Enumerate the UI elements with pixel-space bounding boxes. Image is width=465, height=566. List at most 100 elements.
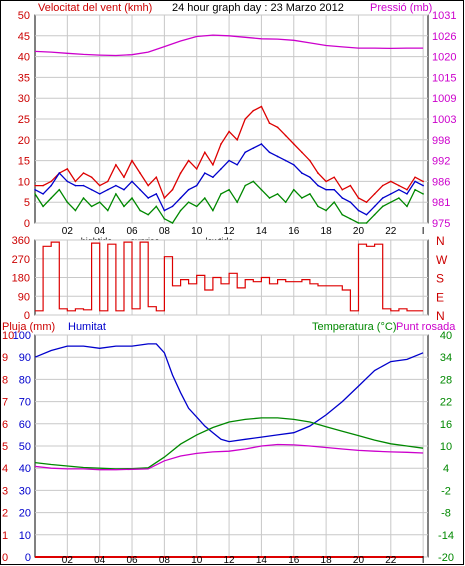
temperature-tick-label: 10: [440, 441, 452, 453]
direction-series: [35, 241, 424, 312]
data-point: [34, 184, 36, 187]
data-point: [381, 184, 384, 187]
data-point: [163, 209, 166, 212]
rain-axis-label: Pluja (mm): [2, 321, 55, 333]
compass-letter: N: [436, 234, 445, 248]
direction-tick-label: 90: [18, 291, 30, 303]
humidity-tick-label: 70: [19, 397, 31, 409]
data-point: [260, 105, 263, 108]
data-point: [260, 143, 263, 145]
data-point: [171, 205, 174, 208]
data-point: [284, 201, 287, 203]
data-point: [333, 188, 335, 191]
data-point: [373, 205, 376, 208]
wind-axis-label: Velocitat del vent (kmh): [38, 2, 152, 14]
rain-tick-label: 0: [2, 552, 8, 564]
data-point: [82, 197, 85, 199]
direction-tick-label: 180: [12, 273, 30, 285]
pressure-tick-label: 992: [432, 156, 450, 168]
data-point: [406, 188, 408, 191]
data-point: [309, 176, 311, 179]
wind-speed-tick-label: 5: [24, 197, 30, 209]
temperature-tick-label: 34: [440, 352, 452, 364]
hour-tick-label: 18: [321, 226, 333, 237]
hour-tick-label: 22: [385, 555, 397, 566]
data-point: [252, 109, 255, 112]
data-point: [252, 147, 255, 149]
wind-speed-tick-label: 50: [18, 10, 30, 22]
hour-tick-label: 14: [256, 226, 268, 237]
humidity-axis-label: Humitat: [68, 321, 106, 333]
data-point: [349, 184, 352, 187]
data-point: [74, 180, 77, 183]
data-point: [349, 218, 352, 220]
data-point: [131, 197, 133, 199]
data-point: [204, 197, 206, 199]
hour-tick-labels: 02 04 06 08 10 12 14 16 18 20 22 I: [62, 226, 425, 237]
wind-speed-tick-label: 35: [18, 72, 30, 84]
wind-pressure-gridlines: [35, 14, 428, 224]
data-point: [398, 188, 400, 191]
data-point: [228, 130, 230, 133]
data-point: [171, 222, 174, 224]
data-point: [341, 213, 344, 216]
data-point: [139, 209, 141, 212]
data-point: [365, 222, 368, 224]
data-point: [212, 163, 214, 166]
data-point: [139, 188, 141, 191]
data-point: [58, 172, 61, 174]
rain-tick-label: 10: [2, 330, 14, 342]
data-point: [398, 197, 400, 199]
data-point: [390, 201, 392, 203]
data-point: [325, 188, 327, 191]
hour-tick-label: 12: [224, 555, 236, 566]
pressure-tick-label: 1031: [432, 10, 456, 22]
data-point: [276, 193, 279, 195]
data-point: [155, 205, 158, 208]
humidity-tick-label: 10: [19, 530, 31, 542]
temperature-tick-label: -2: [441, 485, 451, 497]
humidity-tick-label: 60: [19, 419, 31, 431]
compass-letter: E: [436, 290, 444, 304]
data-point: [220, 143, 222, 145]
data-point: [212, 176, 214, 179]
data-point: [333, 176, 335, 179]
wind-speed-tick-label: 15: [18, 156, 30, 168]
data-point: [406, 205, 408, 208]
data-point: [204, 151, 206, 154]
hour-tick-label: 08: [159, 226, 171, 237]
chart-title: 24 hour graph day : 23 Marzo 2012: [172, 2, 344, 14]
hour-tick-label: 02: [62, 555, 74, 566]
temperature-tick-label: 28: [440, 374, 452, 386]
data-point: [50, 184, 52, 187]
data-point: [422, 180, 424, 183]
data-point: [398, 184, 400, 187]
data-point: [228, 188, 230, 191]
data-point: [139, 172, 141, 174]
data-point: [106, 180, 109, 183]
data-point: [365, 201, 368, 203]
data-point: [123, 176, 125, 179]
rain-tick-label: 8: [2, 374, 8, 386]
data-point: [179, 209, 182, 212]
data-point: [301, 197, 303, 199]
series-line-temperatura: [34, 417, 424, 470]
data-point: [276, 126, 279, 129]
direction-tick-label: 270: [12, 254, 30, 266]
wind-speed-tick-label: 30: [18, 93, 30, 105]
data-point: [268, 122, 271, 124]
hour-tick-label: 20: [353, 555, 365, 566]
data-point: [147, 197, 150, 199]
data-point: [106, 188, 109, 191]
data-point: [155, 176, 158, 179]
data-point: [381, 205, 384, 208]
data-point: [365, 213, 368, 216]
temperature-tick-label: 22: [440, 397, 452, 409]
humidity-tick-label: 50: [19, 441, 31, 453]
data-point: [98, 184, 101, 187]
data-point: [422, 193, 424, 195]
